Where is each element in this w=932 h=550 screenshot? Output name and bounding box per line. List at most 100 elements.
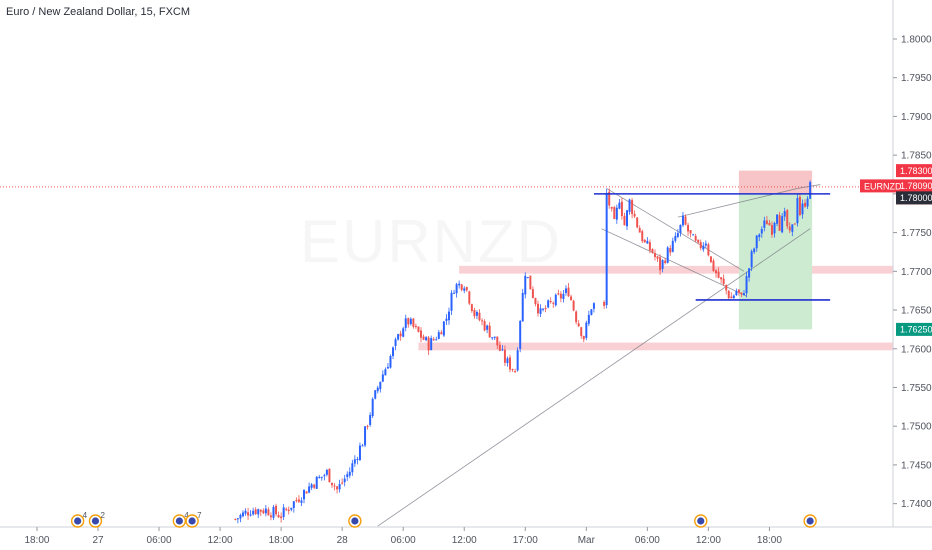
candle xyxy=(478,309,481,322)
flag-top-line[interactable] xyxy=(797,184,821,189)
economic-event-icon[interactable] xyxy=(694,514,708,528)
candle xyxy=(419,327,422,342)
economic-event-icon[interactable] xyxy=(348,514,362,528)
take-profit-zone[interactable] xyxy=(738,193,813,330)
economic-event-icon[interactable]: 4 xyxy=(172,511,189,528)
channel-lower-line[interactable] xyxy=(601,228,747,297)
candle xyxy=(465,286,468,292)
candle xyxy=(374,389,377,400)
last-price-badge: 1.78090 xyxy=(896,179,932,193)
candle xyxy=(809,180,812,200)
candle xyxy=(310,483,313,491)
x-tick-label: 06:00 xyxy=(391,535,416,546)
candle xyxy=(236,517,239,524)
candle xyxy=(447,307,450,325)
candle xyxy=(333,482,336,491)
candle xyxy=(806,196,809,209)
candle xyxy=(717,267,720,279)
candle xyxy=(623,212,626,226)
candle xyxy=(249,510,252,517)
candle xyxy=(493,336,496,341)
candle xyxy=(407,317,410,328)
candle xyxy=(570,294,573,301)
y-tick-label: 1.77500 xyxy=(901,228,932,239)
candle xyxy=(758,233,761,242)
candle xyxy=(280,512,283,523)
candle xyxy=(549,297,552,304)
candle xyxy=(704,240,707,249)
candle xyxy=(417,326,420,333)
candle xyxy=(328,468,331,483)
candle xyxy=(613,205,616,220)
candle xyxy=(453,289,456,294)
candle xyxy=(300,497,303,507)
candle xyxy=(776,213,779,227)
candle xyxy=(257,508,260,519)
candle xyxy=(547,299,550,309)
candle xyxy=(539,304,542,317)
candle xyxy=(379,381,382,393)
y-tick-label: 1.74000 xyxy=(901,499,932,510)
candle xyxy=(534,297,537,307)
candle xyxy=(788,222,791,234)
candle xyxy=(409,317,412,326)
y-tick-label: 1.78500 xyxy=(901,151,932,162)
candle xyxy=(745,271,748,298)
candle xyxy=(239,513,242,523)
economic-event-icon[interactable] xyxy=(803,514,817,528)
sr-zone-1 xyxy=(459,265,893,274)
economic-event-icon[interactable]: 4 xyxy=(70,511,88,528)
candle xyxy=(798,193,801,217)
candle xyxy=(748,267,751,282)
candle xyxy=(336,485,339,494)
candle xyxy=(786,208,789,230)
x-tick-label: 12:00 xyxy=(696,535,721,546)
candle xyxy=(740,292,743,298)
candle xyxy=(659,254,662,275)
trendline-ascending[interactable] xyxy=(377,228,811,527)
candle xyxy=(671,237,674,253)
candle xyxy=(572,299,575,312)
candle xyxy=(313,483,316,490)
candle xyxy=(768,219,771,226)
economic-event-icon[interactable]: 2 xyxy=(88,511,105,528)
x-tick-label: 18:00 xyxy=(24,535,49,546)
candle xyxy=(582,335,585,343)
x-tick-label: 06:00 xyxy=(147,535,172,546)
candle xyxy=(295,497,298,503)
candle xyxy=(641,229,644,244)
candle xyxy=(781,213,784,234)
candle xyxy=(437,329,440,340)
candle xyxy=(732,294,735,299)
y-tick-label: 1.77000 xyxy=(901,267,932,278)
candle xyxy=(521,288,524,322)
candle xyxy=(796,194,799,227)
candle xyxy=(687,222,690,236)
candle xyxy=(559,291,562,303)
candle xyxy=(384,367,387,376)
stop-loss-zone[interactable] xyxy=(738,170,813,194)
candle xyxy=(440,330,443,335)
y-tick-label: 1.79000 xyxy=(901,112,932,123)
candle xyxy=(252,507,255,516)
candle xyxy=(536,300,539,317)
candle xyxy=(501,345,504,351)
candle xyxy=(516,347,519,372)
candle xyxy=(519,319,522,353)
candle xyxy=(720,276,723,284)
candle xyxy=(264,505,267,517)
candle xyxy=(275,503,278,517)
svg-text:1.78300: 1.78300 xyxy=(900,166,932,176)
candle xyxy=(646,237,649,244)
candle xyxy=(287,506,290,515)
candle xyxy=(341,478,344,485)
candle xyxy=(394,337,397,351)
candle xyxy=(633,210,636,219)
candle xyxy=(636,217,639,229)
candle xyxy=(488,322,491,338)
candle xyxy=(277,511,280,518)
economic-event-icon[interactable]: 7 xyxy=(185,511,202,528)
candle xyxy=(412,318,415,329)
candle xyxy=(585,320,588,341)
